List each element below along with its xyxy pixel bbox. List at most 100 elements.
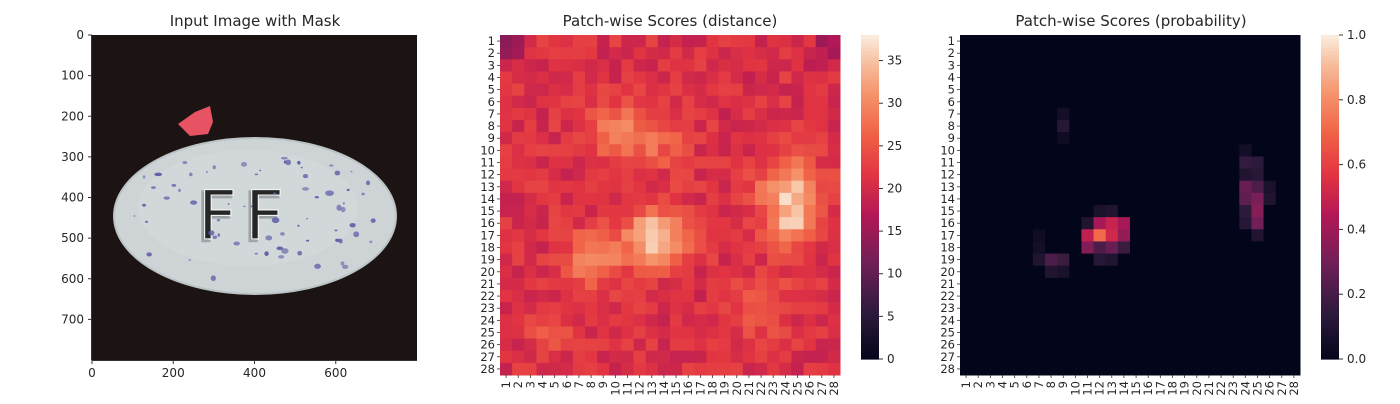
- heatmap-cell: [827, 107, 841, 121]
- heatmap-cell: [960, 326, 973, 340]
- heatmap-cell: [585, 120, 598, 133]
- heatmap-cell: [500, 156, 513, 170]
- colorbar-tick-label: 20: [887, 181, 902, 195]
- heatmap-cell: [730, 229, 744, 242]
- speckle: [361, 192, 365, 196]
- heatmap-cell: [1081, 156, 1095, 170]
- heatmap-cell: [512, 314, 525, 327]
- heatmap-cell: [621, 241, 635, 255]
- heatmap-cell: [984, 217, 997, 230]
- heatmap-cell: [1275, 302, 1289, 315]
- heatmap-cell: [548, 302, 562, 315]
- colorbar-segment: [861, 174, 879, 179]
- heatmap-cell: [1057, 47, 1070, 60]
- heatmap-cell: [791, 71, 805, 85]
- heatmap-cell: [1045, 362, 1058, 376]
- heatmap-cell: [609, 95, 622, 109]
- heatmap-cell: [1081, 107, 1095, 121]
- heatmap-cell: [1178, 205, 1192, 218]
- heatmap-cell: [1081, 205, 1095, 218]
- heatmap-cell: [609, 192, 622, 206]
- heatmap-cell: [742, 59, 756, 72]
- colorbar-segment: [861, 47, 879, 52]
- heatmap-cell: [1263, 180, 1277, 194]
- heatmap-cell: [1045, 132, 1058, 145]
- heatmap-cell: [512, 180, 525, 194]
- heatmap-cell: [585, 265, 598, 279]
- heatmap-cell: [585, 156, 598, 170]
- heatmap-cell: [645, 350, 659, 364]
- y-tick-label: 7: [488, 107, 495, 121]
- heatmap-cell: [536, 253, 550, 267]
- heatmap-cell: [1227, 350, 1240, 364]
- heatmap-cell: [1166, 59, 1180, 72]
- heatmap-cell: [1117, 95, 1131, 109]
- heatmap-cell: [1251, 180, 1265, 194]
- heatmap-cell: [1287, 107, 1301, 121]
- x-tick-label: 9: [596, 381, 610, 388]
- heatmap-cell: [1081, 326, 1095, 340]
- colorbar-segment: [861, 93, 879, 98]
- heatmap-cell: [1154, 144, 1167, 157]
- heatmap-cell: [1178, 229, 1192, 242]
- colorbar-segment: [1321, 200, 1339, 205]
- colorbar-segment: [1321, 242, 1339, 247]
- heatmap-cell: [1117, 229, 1131, 242]
- heatmap-cell: [1154, 265, 1167, 279]
- heatmap-cell: [779, 277, 792, 291]
- colorbar-segment: [1321, 355, 1339, 360]
- heatmap-cell: [1202, 156, 1216, 170]
- colorbar-segment: [861, 209, 879, 214]
- x-tick-label: 12: [1093, 381, 1107, 396]
- colorbar-segment: [861, 226, 879, 230]
- heatmap-cell: [621, 350, 635, 364]
- heatmap-cell: [500, 71, 513, 85]
- heatmap-cell: [1215, 107, 1228, 121]
- heatmap-cell: [791, 241, 805, 255]
- heatmap-cell: [1178, 314, 1192, 327]
- heatmap-cell: [791, 290, 805, 303]
- heatmap-cell: [548, 290, 562, 303]
- heatmap-cell: [572, 265, 586, 279]
- y-tick-label: 3: [948, 58, 955, 72]
- heatmap-cell: [524, 95, 537, 109]
- heatmap-cell: [1166, 229, 1180, 242]
- heatmap-cell: [960, 35, 973, 48]
- colorbar-tick-label: 0.6: [1347, 158, 1366, 172]
- heatmap-cell: [1093, 362, 1107, 376]
- heatmap-cell: [1020, 326, 1034, 340]
- heatmap-cell: [1202, 35, 1216, 48]
- heatmap-cell: [657, 168, 671, 182]
- heatmap-cell: [1215, 253, 1228, 267]
- colorbar-segment: [861, 245, 879, 250]
- heatmap-cell: [1130, 362, 1143, 376]
- heatmap-cell: [1178, 35, 1192, 48]
- heatmap-cell: [548, 277, 562, 291]
- colorbar-segment: [1321, 213, 1339, 218]
- heatmap-cell: [1105, 229, 1119, 242]
- heatmap-cell: [1239, 205, 1252, 218]
- x-tick-label: 10: [608, 381, 622, 396]
- heatmap-cell: [1081, 241, 1095, 255]
- heatmap-cell: [972, 156, 985, 170]
- heatmap-cell: [1081, 338, 1095, 352]
- heatmap-cell: [645, 71, 659, 85]
- heatmap-cell: [1130, 59, 1143, 72]
- x-tick-label: 21: [1202, 381, 1216, 396]
- heatmap-cell: [1190, 217, 1204, 230]
- colorbar-segment: [1321, 180, 1339, 185]
- heatmap-cell: [803, 338, 817, 352]
- heatmap-cell: [718, 107, 732, 121]
- heatmap-cell: [1202, 95, 1216, 109]
- heatmap-cell: [1190, 362, 1204, 376]
- heatmap-cell: [779, 290, 792, 303]
- heatmap-cell: [1287, 350, 1301, 364]
- heatmap-cell: [1008, 229, 1022, 242]
- colorbar-segment: [1321, 329, 1339, 334]
- heatmap-cell: [1130, 350, 1143, 364]
- colorbar-segment: [1321, 80, 1339, 85]
- heatmap-cell: [1045, 217, 1058, 230]
- heatmap-cell: [1020, 71, 1034, 85]
- heatmap-cell: [803, 217, 817, 230]
- heatmap-cell: [1251, 59, 1265, 72]
